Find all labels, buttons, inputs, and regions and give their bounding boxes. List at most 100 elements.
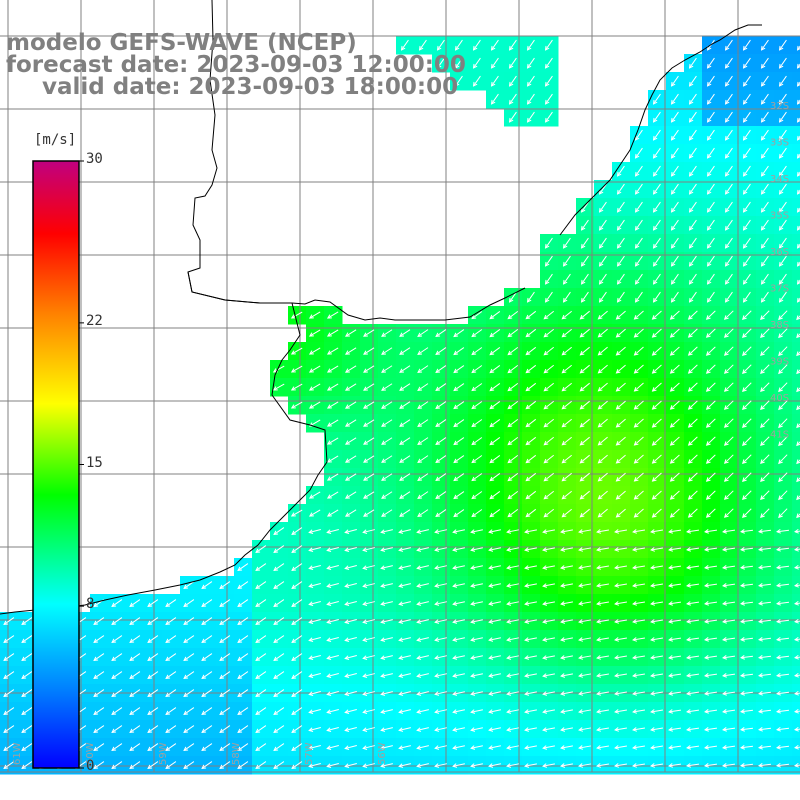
wind-arrow xyxy=(273,761,285,770)
wind-arrow xyxy=(326,473,339,481)
wind-arrow xyxy=(634,273,643,285)
wind-arrow xyxy=(362,763,375,768)
wind-arrow xyxy=(760,382,770,393)
wind-arrow xyxy=(21,635,33,644)
wind-arrow xyxy=(560,763,573,768)
wind-arrow xyxy=(742,39,751,51)
wind-arrow xyxy=(543,346,555,356)
wind-arrow xyxy=(344,745,357,750)
wind-arrow xyxy=(650,619,664,624)
wind-arrow xyxy=(543,310,555,320)
wind-arrow xyxy=(670,201,679,213)
wind-arrow xyxy=(489,437,501,446)
wind-arrow xyxy=(255,599,267,608)
wind-arrow xyxy=(507,310,519,320)
wind-arrow xyxy=(616,183,625,195)
wind-arrow xyxy=(506,565,519,570)
colorbar-tick-label: 8 xyxy=(86,596,95,613)
wind-arrow xyxy=(579,310,590,320)
lon-label: 59W xyxy=(158,742,169,765)
wind-arrow xyxy=(183,707,195,716)
wind-arrow xyxy=(776,618,790,624)
wind-arrow xyxy=(794,762,800,768)
wind-arrow xyxy=(778,291,787,303)
wind-arrow xyxy=(776,690,790,696)
wind-arrow xyxy=(417,329,429,337)
wind-arrow xyxy=(542,763,555,768)
wind-arrow xyxy=(345,419,357,427)
wind-arrow xyxy=(740,727,754,732)
wind-arrow xyxy=(633,346,644,356)
coastline-argentina xyxy=(0,0,328,615)
wind-arrow xyxy=(722,673,736,678)
wind-arrow xyxy=(740,655,754,660)
wind-arrow xyxy=(796,333,800,339)
wind-arrow xyxy=(668,547,682,552)
wind-arrow xyxy=(722,601,736,606)
wind-arrow xyxy=(398,619,411,624)
wind-arrow xyxy=(740,601,754,606)
wind-arrow xyxy=(615,382,626,392)
wind-arrow xyxy=(579,382,590,392)
wind-arrow xyxy=(363,365,375,373)
wind-arrow xyxy=(398,691,411,696)
wind-arrow xyxy=(544,93,553,105)
wind-arrow xyxy=(633,364,644,374)
wind-arrow xyxy=(760,328,770,339)
wind-arrow xyxy=(524,709,537,714)
wind-arrow xyxy=(93,635,105,644)
wind-arrow xyxy=(650,745,664,750)
wind-arrow xyxy=(21,653,33,662)
wind-arrow xyxy=(650,529,664,534)
colorbar-ticks xyxy=(79,160,84,769)
wind-arrow xyxy=(344,763,357,768)
wind-arrow xyxy=(381,419,393,427)
wind-arrow xyxy=(453,509,465,518)
wind-arrow xyxy=(453,329,465,338)
wind-arrow xyxy=(362,745,375,750)
wind-arrow xyxy=(290,383,303,391)
wind-arrow xyxy=(506,727,519,732)
wind-arrow xyxy=(506,583,519,588)
wind-arrow xyxy=(706,201,715,213)
wind-arrow xyxy=(650,655,664,660)
wind-arrow xyxy=(524,763,537,768)
wind-arrow xyxy=(488,565,501,570)
wind-arrow xyxy=(416,727,429,732)
wind-arrow xyxy=(363,491,375,499)
wind-arrow xyxy=(291,563,303,572)
wind-arrow xyxy=(237,761,249,770)
wind-arrow xyxy=(470,727,483,732)
wind-arrow xyxy=(489,455,501,464)
wind-arrow xyxy=(489,509,501,518)
wind-arrow xyxy=(562,273,571,285)
wind-arrow xyxy=(399,347,411,355)
wind-arrow xyxy=(580,219,589,231)
wind-arrow xyxy=(687,364,698,374)
wind-arrow xyxy=(722,655,736,660)
wind-arrow xyxy=(742,310,752,320)
wind-arrow xyxy=(183,635,195,644)
wind-arrow xyxy=(778,364,788,375)
wind-arrow xyxy=(722,529,736,534)
wind-arrow xyxy=(452,691,465,696)
wind-arrow xyxy=(760,310,770,321)
wind-arrow xyxy=(400,39,409,51)
wind-arrow xyxy=(381,437,393,445)
wind-arrow xyxy=(434,763,447,768)
wind-arrow xyxy=(724,219,733,231)
wind-arrow xyxy=(742,454,752,464)
wind-arrow xyxy=(111,725,123,734)
wind-arrow xyxy=(686,601,700,606)
wind-arrow xyxy=(507,364,519,374)
wind-arrow xyxy=(344,547,357,552)
wind-arrow xyxy=(470,637,483,642)
wind-cell xyxy=(792,306,800,325)
wind-arrow xyxy=(381,347,393,355)
wind-arrow xyxy=(398,637,411,642)
wind-arrow xyxy=(3,617,15,626)
wind-arrow xyxy=(525,382,537,392)
wind-arrow xyxy=(616,165,625,177)
wind-arrow xyxy=(760,111,769,123)
wind-arrow xyxy=(255,581,267,590)
